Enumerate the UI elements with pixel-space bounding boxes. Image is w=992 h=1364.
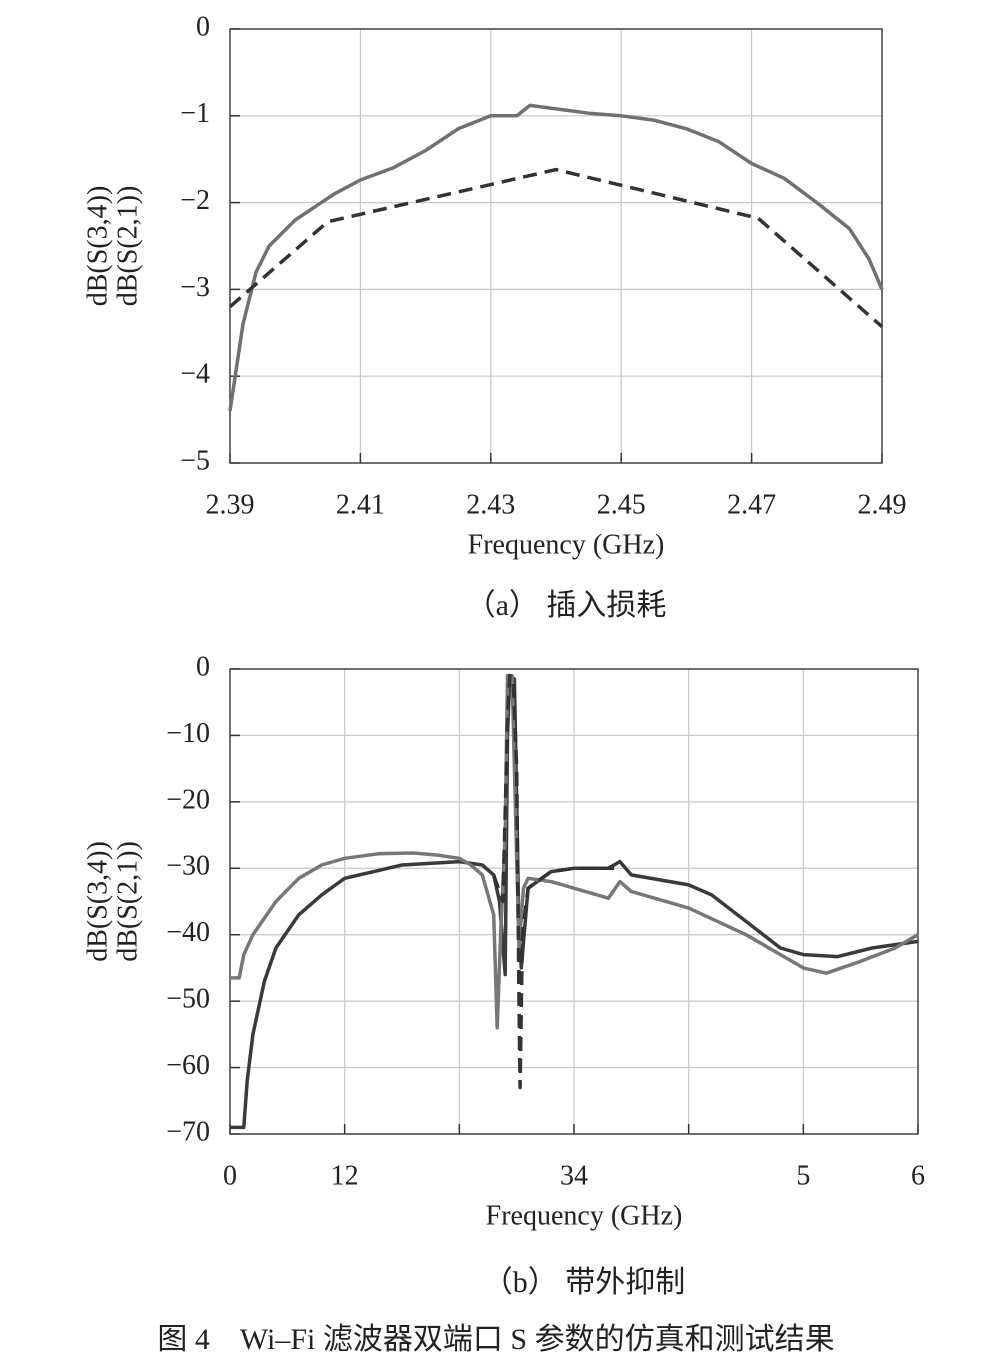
caption: （b） 带外抑制 <box>483 1266 686 1299</box>
x-tick-label: 2.41 <box>336 489 385 520</box>
x-tick-label: 0 <box>223 1160 237 1191</box>
x-tick-label: 2.45 <box>597 489 646 520</box>
series-line <box>230 673 919 1130</box>
x-tick-label: 2.39 <box>206 489 255 520</box>
y-tick-label: −40 <box>166 917 210 948</box>
y-tick-label: −3 <box>180 272 210 303</box>
y-tick-label: −20 <box>166 784 210 815</box>
y-tick-label: −60 <box>166 1050 210 1081</box>
x-tick-label: 2.43 <box>466 489 515 520</box>
x-tick-label: 6 <box>911 1160 925 1191</box>
series-line <box>228 103 884 412</box>
x-tick-label: 12 <box>331 1160 359 1191</box>
y-tick-label: −4 <box>180 359 210 390</box>
y-axis-label: dB(S(3,4)) <box>82 186 113 307</box>
series-line <box>228 167 884 329</box>
y-tick-label: −50 <box>166 984 210 1015</box>
figure-caption: 图 4 Wi–Fi 滤波器双端口 S 参数的仿真和测试结果 <box>157 1323 834 1356</box>
x-axis-label: Frequency (GHz) <box>486 1200 683 1231</box>
plot-frame <box>229 668 919 1135</box>
x-tick-label: 34 <box>560 1160 588 1191</box>
series-line <box>492 673 615 1090</box>
series-line <box>230 673 919 1030</box>
y-tick-label: −10 <box>166 718 210 749</box>
y-axis-label: dB(S(2,1)) <box>112 841 143 962</box>
y-axis-label: dB(S(2,1)) <box>112 186 143 307</box>
y-tick-label: −70 <box>166 1116 210 1147</box>
y-tick-label: −1 <box>180 98 210 129</box>
y-axis-label: dB(S(3,4)) <box>82 841 113 962</box>
y-tick-label: −2 <box>180 185 210 216</box>
y-tick-label: −30 <box>166 851 210 882</box>
x-axis-label: Frequency (GHz) <box>468 529 665 560</box>
x-tick-label: 2.47 <box>727 489 776 520</box>
y-tick-label: 0 <box>196 651 210 682</box>
plot-frame <box>229 28 883 464</box>
x-tick-label: 2.49 <box>858 489 907 520</box>
x-tick-label: 5 <box>796 1160 810 1191</box>
y-tick-label: 0 <box>196 11 210 42</box>
caption: （a） 插入损耗 <box>466 589 667 622</box>
y-tick-label: −5 <box>180 445 210 476</box>
